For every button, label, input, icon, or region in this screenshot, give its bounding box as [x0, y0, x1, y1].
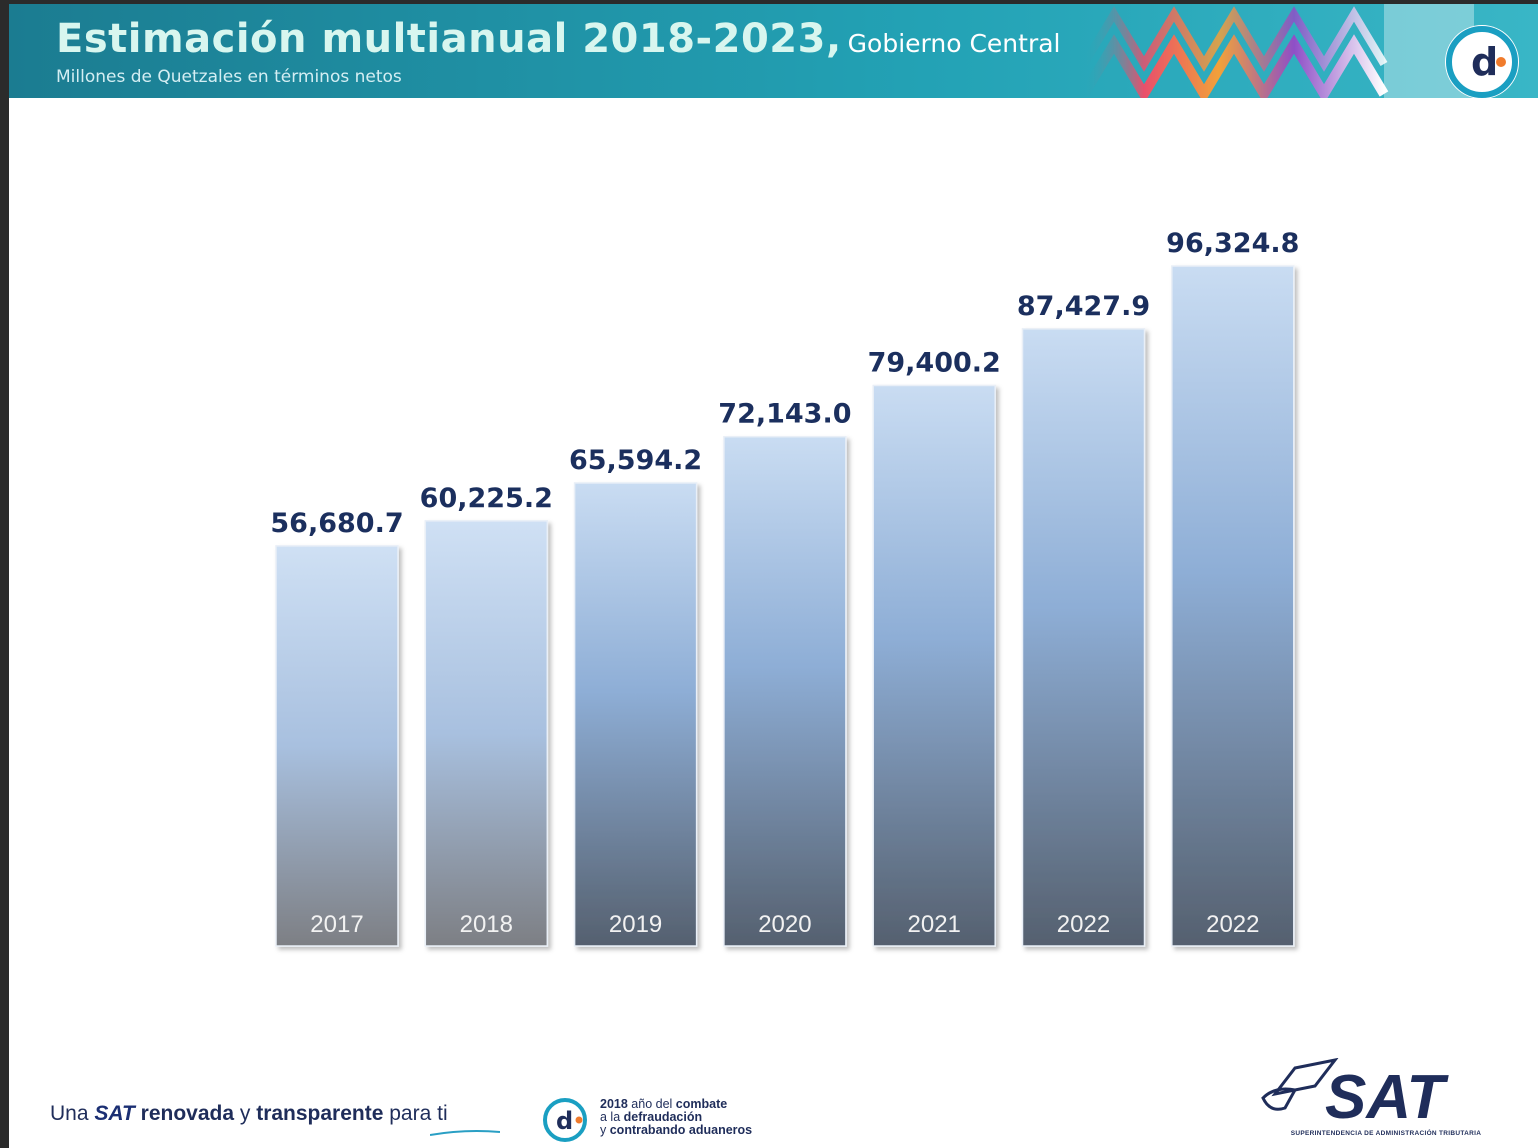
- sat-logo-text: SAT: [1325, 1063, 1450, 1128]
- slogan-sat: SAT: [94, 1102, 135, 1125]
- campaign-d-logo-icon: d: [543, 1098, 587, 1142]
- data-label: 87,427.9: [1017, 291, 1150, 322]
- slogan-renovada: renovada: [134, 1102, 235, 1125]
- data-label: 60,225.2: [420, 483, 553, 514]
- data-label: 79,400.2: [868, 347, 1001, 378]
- slogan-end: para ti: [383, 1102, 448, 1125]
- bar-2017-0: [275, 545, 399, 947]
- campaign-line-2: a la defraudación: [600, 1110, 703, 1124]
- category-label: 2020: [758, 911, 811, 938]
- category-label: 2019: [609, 911, 662, 938]
- slogan-swoosh-icon: [430, 1130, 500, 1136]
- bar-2022-5: [1021, 328, 1146, 947]
- category-label: 2017: [310, 911, 363, 938]
- header-banner: Estimación multianual 2018-2023, Gobierno…: [9, 4, 1538, 98]
- data-label: 56,680.7: [270, 508, 403, 539]
- data-label: 65,594.2: [569, 445, 702, 476]
- category-label: 2021: [908, 911, 961, 938]
- logo-letter: d: [1471, 40, 1498, 84]
- campaign-line-3: y contrabando aduaneros: [600, 1123, 753, 1137]
- title-main: Estimación multianual 2018-2023,: [56, 16, 842, 62]
- category-label: 2022: [1206, 911, 1259, 938]
- sat-caption: Superintendencia de Administración Tribu…: [1290, 1130, 1482, 1137]
- slogan-transparente: transparente: [256, 1102, 384, 1125]
- d-logo-icon: d: [1445, 25, 1519, 98]
- bar-2020-3: [723, 435, 847, 947]
- campaign-text: 2018 año del combate a la defraudación y…: [600, 1098, 752, 1137]
- bar-2021-4: [872, 384, 996, 947]
- title-suffix: Gobierno Central: [847, 29, 1061, 58]
- bar-2022-6: [1171, 265, 1295, 947]
- textile-pattern-decoration: [1084, 4, 1474, 98]
- category-label: 2018: [460, 911, 513, 938]
- bar-2018-1: [424, 520, 549, 947]
- bar-2019-2: [573, 482, 698, 947]
- data-label: 72,143.0: [718, 399, 851, 430]
- footer-slogan: Una SAT renovada y transparente para ti: [50, 1102, 448, 1126]
- campaign-logo-letter: d: [556, 1107, 573, 1135]
- category-label: 2022: [1057, 911, 1110, 938]
- campaign-line-1: 2018 año del combate: [600, 1097, 728, 1111]
- sat-logo-icon: SAT: [1261, 1058, 1450, 1128]
- page-subtitle: Millones de Quetzales en términos netos: [56, 67, 402, 87]
- page-title: Estimación multianual 2018-2023, Gobierno…: [56, 16, 1061, 62]
- data-label: 96,324.8: [1166, 228, 1299, 259]
- slogan-pre: Una: [50, 1102, 95, 1125]
- bar-chart: 56,680.7 2017 60,225.2 2018 65,594.2 2019 72,1…: [270, 228, 1299, 947]
- slogan-y: y: [234, 1102, 257, 1125]
